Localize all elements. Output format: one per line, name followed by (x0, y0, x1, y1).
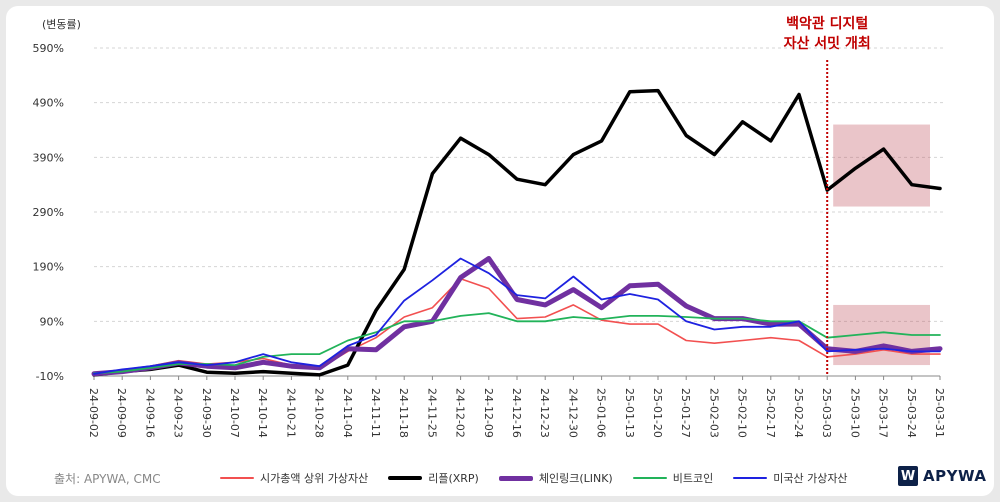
annotation-line-1: 백악관 디지털 (786, 15, 868, 32)
legend-label: 시가총액 상위 가상자산 (260, 472, 369, 485)
legend-label: 미국산 가상자산 (773, 472, 848, 485)
legend-item: 비트코인 (632, 470, 714, 486)
x-tick-label: 25-02-10 (736, 388, 749, 438)
x-tick-label: 24-12-02 (454, 388, 467, 438)
x-tick-label: 25-03-17 (877, 388, 890, 438)
x-tick-label: 25-02-03 (707, 388, 720, 438)
x-tick-label: 24-12-16 (510, 388, 523, 438)
x-tick-label: 24-09-16 (143, 388, 156, 438)
x-tick-label: 24-12-23 (538, 388, 551, 438)
y-tick-label: 490% (33, 97, 64, 110)
highlight-box (833, 124, 930, 207)
x-tick-label: 24-12-30 (566, 388, 579, 438)
legend-item: 시가총액 상위 가상자산 (220, 470, 368, 486)
logo-mark-icon: W (898, 466, 918, 486)
x-tick-label: 25-02-24 (792, 388, 805, 438)
brand-logo: W APYWA (898, 466, 986, 486)
line-chart: (변동률) 590% 490% 390% 290% 190% 90% -10% 24-09-02… (33, 15, 946, 438)
y-tick-label: 90% (40, 315, 64, 328)
series-line (91, 256, 943, 377)
legend-swatch (388, 476, 423, 480)
x-tick-label: 24-11-04 (341, 388, 354, 438)
annotation-line-2: 자산 서밋 개최 (784, 35, 871, 52)
legend-swatch (632, 477, 667, 479)
x-tick-label: 24-10-14 (256, 388, 269, 438)
legend-swatch (498, 475, 533, 481)
x-tick-label: 24-12-09 (482, 388, 495, 438)
y-tick-label: 190% (33, 261, 64, 274)
legend-label: 비트코인 (672, 472, 714, 485)
x-tick-label: 24-09-23 (172, 388, 185, 438)
legend: 시가총액 상위 가상자산 리플(XRP) 체인링크(LINK) 비트코인 미국산 가상자… (220, 470, 868, 486)
x-tick-label: 24-10-28 (313, 388, 326, 438)
series-line (93, 257, 941, 375)
x-tick-label: 25-03-31 (933, 388, 946, 438)
x-tick-label: 25-03-10 (848, 388, 861, 438)
source-text: 출처: APYWA, CMC (54, 472, 161, 486)
x-tick-label: 24-09-30 (200, 388, 213, 438)
x-tick-label: 25-01-27 (679, 388, 692, 438)
legend-swatch (733, 477, 768, 479)
x-tick-label: 24-09-09 (115, 388, 128, 438)
y-axis-unit-label: (변동률) (42, 18, 81, 31)
x-tick-label: 25-01-06 (595, 388, 608, 438)
legend-item: 미국산 가상자산 (733, 470, 848, 486)
x-tick-label: 25-02-17 (764, 388, 777, 438)
legend-label: 체인링크(LINK) (538, 472, 613, 485)
x-tick-label: 25-01-13 (623, 388, 636, 438)
legend-swatch (220, 477, 254, 479)
series-line (93, 277, 941, 375)
x-tick-label: 24-09-02 (87, 388, 100, 438)
legend-label: 리플(XRP) (428, 472, 479, 485)
x-tick-label: 24-11-25 (425, 388, 438, 438)
x-tick-label: 24-10-21 (284, 388, 297, 438)
logo-text: APYWA (923, 467, 987, 485)
x-tick-label: 24-10-07 (228, 388, 241, 438)
series-line (92, 88, 942, 377)
x-tick-label: 24-11-18 (397, 388, 410, 438)
x-tick-label: 25-01-20 (651, 388, 664, 438)
x-tick-label: 25-03-03 (820, 388, 833, 438)
x-tick-label: 24-11-11 (369, 388, 382, 438)
y-tick-label: -10% (36, 370, 64, 383)
y-tick-label: 590% (33, 42, 64, 55)
y-tick-label: 290% (33, 206, 64, 219)
legend-item: 체인링크(LINK) (498, 470, 613, 486)
legend-item: 리플(XRP) (388, 470, 479, 486)
y-tick-label: 390% (33, 151, 64, 164)
chart-card: (변동률) 590% 490% 390% 290% 190% 90% -10% 24-09-02… (6, 6, 994, 496)
x-tick-label: 25-03-24 (905, 388, 918, 438)
